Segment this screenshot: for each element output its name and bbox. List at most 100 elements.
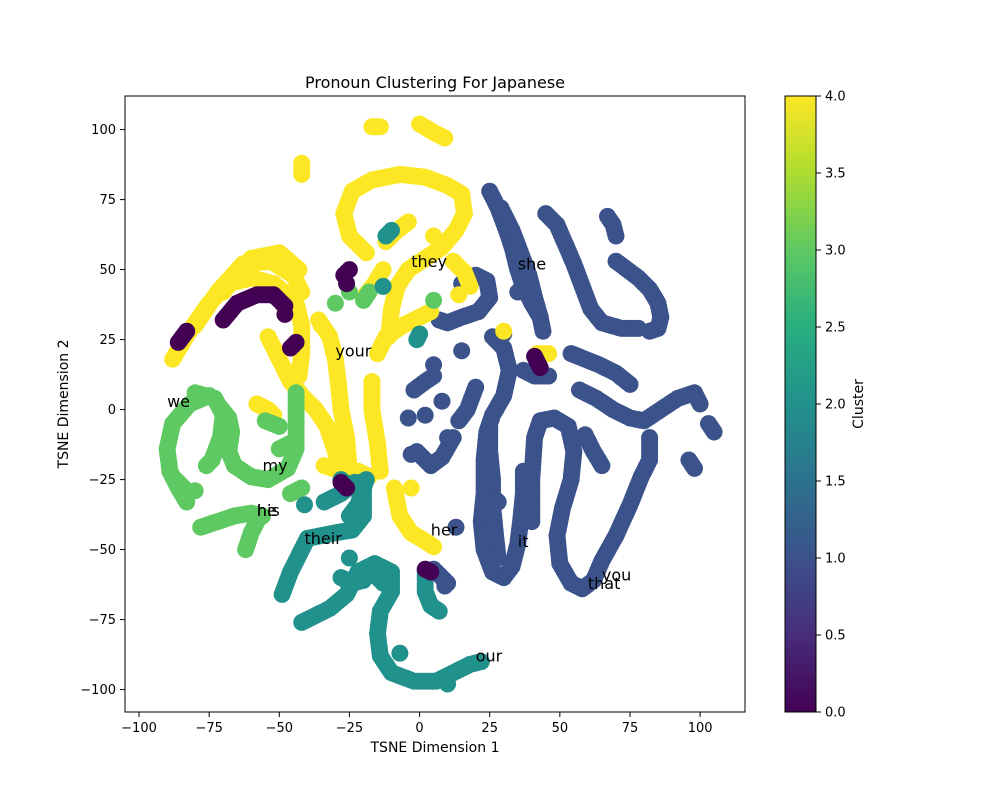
y-axis-ticks: −100 −75 −50 −25 0 25 50 75 100 xyxy=(80,123,125,698)
colorbar-tick-label: 2.5 xyxy=(825,321,846,336)
scatter-marks xyxy=(158,115,723,693)
scatter-point xyxy=(450,412,468,430)
y-tick-label: −100 xyxy=(80,683,116,698)
x-tick-label: 75 xyxy=(622,721,639,736)
scatter-point xyxy=(453,342,471,360)
scatter-point xyxy=(489,493,507,511)
colorbar-tick-label: 4.0 xyxy=(825,90,846,105)
colorbar-ticks: 0.0 0.5 1.0 1.5 2.0 2.5 3.0 3.5 4.0 xyxy=(816,90,846,721)
scatter-point xyxy=(371,118,389,136)
y-tick-label: 50 xyxy=(99,263,116,278)
scatter-point xyxy=(425,227,443,245)
word-label: his xyxy=(257,501,280,520)
scatter-point xyxy=(641,322,659,340)
word-label: you xyxy=(602,565,631,584)
x-axis-title: TSNE Dimension 1 xyxy=(370,740,500,756)
scatter-point xyxy=(383,221,400,239)
scatter-point xyxy=(360,283,378,301)
word-label: her xyxy=(431,521,458,540)
scatter-point xyxy=(399,409,417,427)
scatter-point xyxy=(433,392,451,410)
scatter-point xyxy=(197,457,215,475)
scatter-point xyxy=(495,322,513,340)
colorbar-tick-label: 0.0 xyxy=(825,706,846,721)
word-label: my xyxy=(263,456,288,475)
scatter-point xyxy=(439,675,457,693)
word-label: she xyxy=(518,255,546,274)
y-tick-label: 25 xyxy=(99,333,116,348)
scatter-point xyxy=(439,429,457,447)
y-tick-label: −25 xyxy=(89,473,116,488)
scatter-point xyxy=(186,482,204,500)
x-tick-label: −75 xyxy=(195,721,222,736)
scatter-point xyxy=(402,479,420,497)
scatter-point xyxy=(287,384,305,402)
word-label: their xyxy=(305,529,343,548)
x-tick-label: 25 xyxy=(481,721,498,736)
scatter-point xyxy=(276,305,294,323)
scatter-point xyxy=(450,286,468,304)
y-tick-label: 0 xyxy=(108,403,116,418)
scatter-point xyxy=(416,406,434,424)
word-label: it xyxy=(518,532,529,551)
x-tick-label: 50 xyxy=(552,721,569,736)
scatter-point xyxy=(287,333,305,351)
word-label: that xyxy=(588,574,621,593)
scatter-point xyxy=(436,577,454,595)
scatter-point xyxy=(326,294,344,312)
scatter-point xyxy=(422,563,440,581)
scatter-point xyxy=(607,227,625,245)
colorbar-tick-label: 3.5 xyxy=(825,167,846,182)
y-tick-label: 100 xyxy=(91,123,116,138)
scatter-point xyxy=(425,538,443,556)
y-tick-label: 75 xyxy=(99,193,116,208)
scatter-point xyxy=(178,322,196,340)
scatter-point xyxy=(447,518,465,536)
scatter-point xyxy=(402,445,420,463)
scatter-point xyxy=(282,434,299,452)
word-label: your xyxy=(335,341,371,360)
scatter-point xyxy=(691,395,709,413)
x-tick-label: 100 xyxy=(688,721,713,736)
scatter-point xyxy=(293,154,311,172)
word-label: we xyxy=(167,392,190,411)
word-label: he xyxy=(257,501,277,520)
scatter-point xyxy=(411,325,429,343)
word-label: they xyxy=(411,252,447,271)
scatter-point xyxy=(391,644,409,662)
scatter-point xyxy=(621,375,639,393)
scatter-point xyxy=(472,653,490,671)
scatter-point xyxy=(425,356,443,374)
scatter-point xyxy=(436,129,454,147)
scatter-point xyxy=(293,479,311,497)
scatter-point xyxy=(273,585,291,603)
scatter-point xyxy=(355,571,372,589)
y-tick-label: −75 xyxy=(89,613,116,628)
x-tick-label: −50 xyxy=(266,721,293,736)
colorbar-tick-label: 1.5 xyxy=(825,475,846,490)
colorbar xyxy=(784,95,817,713)
scatter-point xyxy=(641,429,659,447)
scatter-point xyxy=(338,479,356,497)
colorbar-tick-label: 0.5 xyxy=(825,629,846,644)
scatter-point xyxy=(425,291,443,309)
colorbar-title: Cluster xyxy=(851,379,867,429)
scatter-point xyxy=(534,322,552,340)
x-tick-label: 0 xyxy=(415,721,423,736)
scatter-point xyxy=(340,261,358,279)
scatter-point xyxy=(270,417,288,435)
chart-title: Pronoun Clustering For Japanese xyxy=(305,73,565,92)
scatter-point xyxy=(290,261,308,279)
scatter-point xyxy=(293,283,311,301)
scatter-point xyxy=(374,574,392,592)
scatter-point xyxy=(509,283,527,301)
scatter-point xyxy=(686,459,703,477)
plot-frame xyxy=(124,95,746,713)
y-axis-title: TSNE Dimension 2 xyxy=(56,340,72,470)
scatter-point xyxy=(338,275,356,293)
scatter-point xyxy=(312,317,330,335)
scatter-point xyxy=(430,602,448,620)
scatter-point xyxy=(296,496,313,514)
